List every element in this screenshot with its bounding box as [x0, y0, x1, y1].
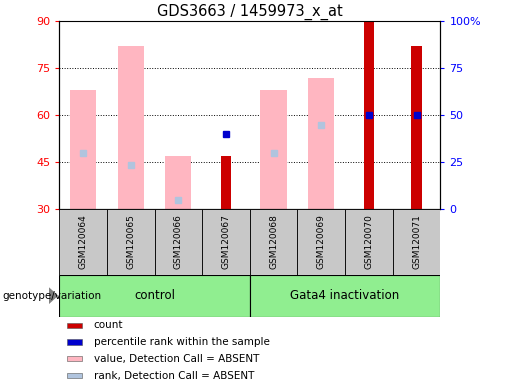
Bar — [154, 209, 202, 275]
Bar — [165, 156, 192, 209]
Bar — [261, 90, 287, 209]
Bar — [221, 156, 231, 209]
Text: GSM120066: GSM120066 — [174, 215, 183, 269]
Text: GSM120068: GSM120068 — [269, 215, 278, 269]
Text: genotype/variation: genotype/variation — [3, 291, 101, 301]
Bar — [59, 275, 250, 317]
Bar — [364, 21, 374, 209]
Bar — [59, 209, 107, 275]
Bar — [70, 90, 96, 209]
Bar — [202, 209, 250, 275]
Bar — [411, 46, 422, 209]
Bar — [308, 78, 334, 209]
Bar — [67, 339, 82, 344]
Text: GSM120069: GSM120069 — [317, 215, 325, 269]
Bar — [67, 373, 82, 378]
Bar — [107, 209, 154, 275]
Bar — [297, 209, 345, 275]
Bar — [250, 209, 297, 275]
Text: Gata4 inactivation: Gata4 inactivation — [290, 289, 400, 302]
Title: GDS3663 / 1459973_x_at: GDS3663 / 1459973_x_at — [157, 3, 342, 20]
Bar — [67, 323, 82, 328]
Text: count: count — [94, 320, 123, 330]
Text: GSM120070: GSM120070 — [365, 215, 373, 269]
Text: GSM120064: GSM120064 — [79, 215, 88, 269]
Bar — [345, 209, 392, 275]
Text: control: control — [134, 289, 175, 302]
Text: GSM120067: GSM120067 — [221, 215, 230, 269]
Bar — [250, 275, 440, 317]
Bar — [67, 356, 82, 361]
Bar — [117, 46, 144, 209]
Text: rank, Detection Call = ABSENT: rank, Detection Call = ABSENT — [94, 371, 254, 381]
Text: GSM120065: GSM120065 — [126, 215, 135, 269]
Bar — [392, 209, 440, 275]
Text: GSM120071: GSM120071 — [412, 215, 421, 269]
Text: value, Detection Call = ABSENT: value, Detection Call = ABSENT — [94, 354, 259, 364]
Polygon shape — [49, 287, 58, 304]
Text: percentile rank within the sample: percentile rank within the sample — [94, 337, 269, 347]
